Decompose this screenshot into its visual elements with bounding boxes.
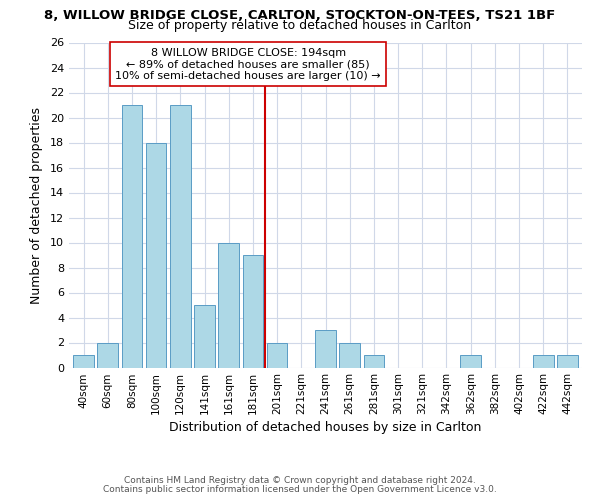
Bar xyxy=(194,305,215,368)
Bar xyxy=(97,342,118,367)
Bar xyxy=(460,355,481,368)
Bar xyxy=(122,105,142,368)
Bar xyxy=(218,242,239,368)
Text: Contains public sector information licensed under the Open Government Licence v3: Contains public sector information licen… xyxy=(103,485,497,494)
Text: Contains HM Land Registry data © Crown copyright and database right 2024.: Contains HM Land Registry data © Crown c… xyxy=(124,476,476,485)
Text: 8 WILLOW BRIDGE CLOSE: 194sqm
← 89% of detached houses are smaller (85)
10% of s: 8 WILLOW BRIDGE CLOSE: 194sqm ← 89% of d… xyxy=(115,48,381,80)
Bar xyxy=(73,355,94,368)
Text: 8, WILLOW BRIDGE CLOSE, CARLTON, STOCKTON-ON-TEES, TS21 1BF: 8, WILLOW BRIDGE CLOSE, CARLTON, STOCKTO… xyxy=(44,9,556,22)
Bar xyxy=(146,142,166,368)
Y-axis label: Number of detached properties: Number of detached properties xyxy=(30,106,43,304)
Bar xyxy=(557,355,578,368)
Text: Size of property relative to detached houses in Carlton: Size of property relative to detached ho… xyxy=(128,19,472,32)
Bar xyxy=(533,355,554,368)
X-axis label: Distribution of detached houses by size in Carlton: Distribution of detached houses by size … xyxy=(169,422,482,434)
Bar xyxy=(340,342,360,367)
Bar xyxy=(267,342,287,367)
Bar xyxy=(242,255,263,368)
Bar xyxy=(364,355,384,368)
Bar xyxy=(315,330,336,368)
Bar xyxy=(170,105,191,368)
